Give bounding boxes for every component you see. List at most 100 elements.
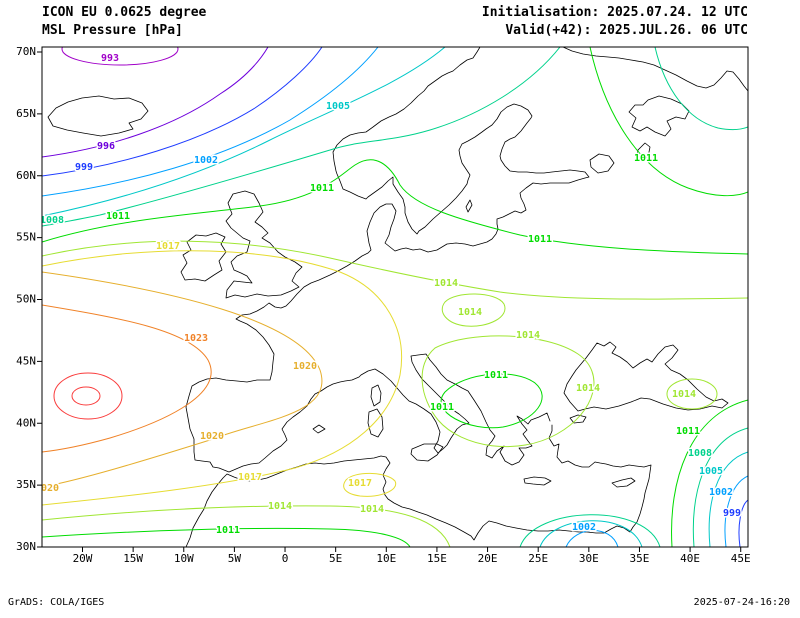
coastline-gotland <box>465 199 473 213</box>
lat-label-50N: 50N <box>16 293 36 306</box>
lon-label-10E: 10E <box>376 552 396 565</box>
lon-label-45E: 45E <box>731 552 751 565</box>
contour-label-1002: 1002 <box>194 155 218 166</box>
lon-label-40E: 40E <box>680 552 700 565</box>
contour-label-1002: 1002 <box>709 487 733 498</box>
coastline-cyprus <box>611 477 636 488</box>
isobar-1002-secorner <box>724 475 748 547</box>
map-frame <box>41 46 749 548</box>
model-title: ICON EU 0.0625 degree <box>42 5 207 20</box>
lat-label-45N: 45N <box>16 354 36 367</box>
contour-label-1005: 1005 <box>699 466 723 477</box>
lon-label-0: 0 <box>282 552 289 565</box>
field-title: MSL Pressure [hPa] <box>42 23 183 38</box>
contour-label-1008: 1008 <box>40 215 64 226</box>
contour-label-1014: 1014 <box>576 383 600 394</box>
contour-label-1011: 1011 <box>310 183 334 194</box>
coastline-iceland <box>47 95 149 137</box>
isobar-1026-high-outer <box>53 372 123 420</box>
lat-label-40N: 40N <box>16 416 36 429</box>
isobar-1011-balkan <box>440 373 543 429</box>
isobar-1011-secorner <box>671 399 748 547</box>
grads-credit: GrADS: COLA/IGES <box>8 597 105 608</box>
contour-label-1020: 1020 <box>293 361 317 372</box>
contour-label-1017: 1017 <box>238 472 262 483</box>
initialisation-time: Initialisation: 2025.07.24. 12 UTC <box>481 5 748 20</box>
isobar-1014-blacksea <box>666 378 718 410</box>
contour-label-1011: 1011 <box>216 525 240 536</box>
contour-label-1014: 1014 <box>672 389 696 400</box>
contour-label-999: 999 <box>723 508 741 519</box>
coastline-crete <box>523 476 552 486</box>
isobar-1002 <box>42 47 379 197</box>
lon-label-20E: 20E <box>478 552 498 565</box>
isobar-999-secorner <box>738 499 748 547</box>
lat-label-30N: 30N <box>16 540 36 553</box>
isobar-993-low-center <box>61 47 179 66</box>
contour-label-1011: 1011 <box>106 211 130 222</box>
lon-label-30E: 30E <box>579 552 599 565</box>
isobar-1011-africa <box>42 527 411 547</box>
lon-label-5E: 5E <box>329 552 342 565</box>
coastline-sardinia <box>367 408 384 438</box>
coastline-sicily <box>410 443 444 462</box>
lat-label-65N: 65N <box>16 107 36 120</box>
contour-label-1011: 1011 <box>430 402 454 413</box>
creation-timestamp: 2025-07-24-16:20 <box>693 597 790 608</box>
contour-label-1011: 1011 <box>634 153 658 164</box>
contour-label-1014: 1014 <box>268 501 292 512</box>
contour-label-1014: 1014 <box>516 330 540 341</box>
contour-label-1008: 1008 <box>688 448 712 459</box>
coastline-black-sea <box>563 341 729 412</box>
isobar-1005-secorner <box>708 451 748 547</box>
lon-label-5W: 5W <box>228 552 242 565</box>
lon-label-10W: 10W <box>174 552 194 565</box>
isobar-1008-main <box>42 47 561 227</box>
contour-label-1017: 1017 <box>348 478 372 489</box>
isobar-1008-northeast <box>654 47 748 131</box>
coastline-europe-mainland <box>185 47 590 473</box>
contour-label-999: 999 <box>75 162 93 173</box>
isobar-1002-libya <box>565 530 619 547</box>
contour-label-1014: 1014 <box>360 504 384 515</box>
contour-label-996: 996 <box>97 141 115 152</box>
isobar-1005 <box>42 47 446 217</box>
contour-label-993: 993 <box>101 53 119 64</box>
isobar-1008-secorner <box>692 427 748 547</box>
axis-labels: 70N 65N 60N 55N 50N 45N 40N 35N 30N 20W 15W 10W 5W 0 5… <box>16 45 751 565</box>
isobar-1023 <box>42 304 212 453</box>
lat-label-60N: 60N <box>16 169 36 182</box>
isobar-1020-ridge <box>42 271 323 488</box>
isobar-1014-africa <box>42 505 451 547</box>
contour-label-1011: 1011 <box>676 426 700 437</box>
coastline-africa-levant <box>185 424 652 547</box>
isobar-1026-high-inner <box>71 386 101 406</box>
contour-label-1014: 1014 <box>434 278 458 289</box>
lon-label-25E: 25E <box>528 552 548 565</box>
contour-label-1005: 1005 <box>326 101 350 112</box>
coastline-ireland <box>180 232 227 282</box>
isobar-1014-pocket <box>441 293 506 327</box>
coastline-arctic <box>562 47 748 92</box>
contour-label-1017: 1017 <box>156 241 180 252</box>
lat-label-35N: 35N <box>16 478 36 491</box>
coastline-mallorca <box>312 424 326 434</box>
lat-label-70N: 70N <box>16 45 36 58</box>
coastline-marmara <box>569 414 587 424</box>
isobar-999 <box>42 47 323 177</box>
isobars <box>42 47 748 547</box>
isobar-1011-main <box>42 159 748 255</box>
lon-label-15E: 15E <box>427 552 447 565</box>
lon-label-15W: 15W <box>123 552 143 565</box>
contour-label-1011: 1011 <box>528 234 552 245</box>
contour-labels: 993 996 999 1002 1005 1008 1011 1011 1011 1017 101… <box>40 52 743 538</box>
isobar-1008-libya <box>519 514 661 547</box>
lon-label-35E: 35E <box>630 552 650 565</box>
isobar-1005-libya <box>539 520 643 547</box>
lake-onega <box>636 142 651 161</box>
isobar-1014-balkan-ring <box>421 335 595 448</box>
coastlines <box>47 47 748 547</box>
isobar-1011-northeast <box>589 47 748 197</box>
